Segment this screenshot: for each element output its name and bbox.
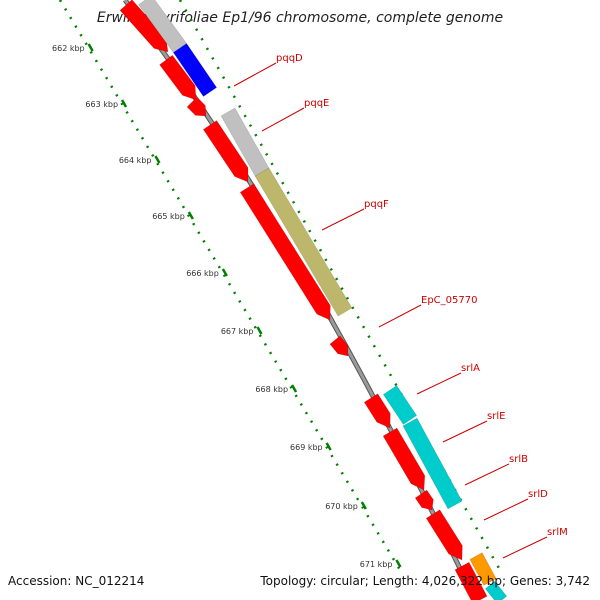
cds-feature[interactable] <box>425 509 463 561</box>
cyan-feature[interactable] <box>382 385 418 425</box>
tick-label: 665 kbp <box>152 212 185 221</box>
gene-label-srlb[interactable]: srlB <box>509 454 528 465</box>
tick-mark <box>154 155 161 164</box>
gene-label-pqqf[interactable]: pqqF <box>364 199 389 210</box>
callout-line <box>233 62 277 87</box>
tick-mark <box>395 559 402 568</box>
feature-track <box>119 0 508 600</box>
callout-line <box>502 536 548 559</box>
cyan-feature[interactable] <box>402 417 463 510</box>
tick-label: 666 kbp <box>186 269 219 278</box>
tick-mark <box>256 326 263 335</box>
cds-feature[interactable] <box>239 183 331 321</box>
callout-line <box>261 107 305 132</box>
gene-label-srle[interactable]: srlE <box>487 411 505 422</box>
cds-feature[interactable] <box>119 0 169 53</box>
callout-line <box>321 208 365 231</box>
gene-label-epc-05770[interactable]: EpC_05770 <box>421 295 477 306</box>
gene-label-pqqd[interactable]: pqqD <box>276 53 303 64</box>
tick-mark <box>290 384 298 393</box>
tick-mark <box>87 43 94 52</box>
kbp-ruler: 662 kbp 663 kbp 664 kbp 665 kbp 666 kbp 667 k… <box>52 0 502 571</box>
gene-label-srla[interactable]: srlA <box>461 363 480 374</box>
tick-label: 670 kbp <box>325 502 358 511</box>
olive-feature[interactable] <box>254 167 353 317</box>
cds-feature[interactable] <box>363 393 391 429</box>
gray-feature[interactable] <box>138 0 187 54</box>
gene-label-srlm[interactable]: srlM <box>547 527 568 538</box>
tick-mark <box>187 211 194 220</box>
cds-feature[interactable] <box>202 120 249 183</box>
tick-label: 669 kbp <box>290 443 323 452</box>
cds-feature[interactable] <box>414 489 434 511</box>
gene-label-pqqe[interactable]: pqqE <box>304 98 329 109</box>
orange-feature[interactable] <box>469 552 497 586</box>
cds-feature[interactable] <box>454 561 488 600</box>
tick-mark <box>360 501 367 510</box>
callout-line <box>378 304 422 328</box>
tick-label: 671 kbp <box>360 560 393 569</box>
callout-line <box>464 463 510 486</box>
callout-line <box>416 372 462 395</box>
gene-callouts: pqqD pqqE pqqF EpC_05770 srlA srlE srlB srlD srl… <box>233 53 568 559</box>
tick-mark <box>120 99 128 108</box>
accession-text: Accession: NC_012214 <box>8 574 145 588</box>
cds-feature[interactable] <box>186 96 207 117</box>
tick-label: 662 kbp <box>52 44 85 53</box>
cyan-feature[interactable] <box>484 580 508 600</box>
cds-feature[interactable] <box>159 54 197 101</box>
ruler-dotted-line <box>58 0 402 571</box>
tick-mark <box>221 268 228 277</box>
callout-line <box>483 498 529 521</box>
tick-label: 664 kbp <box>119 156 152 165</box>
topology-summary: Topology: circular; Length: 4,026,322 bp… <box>260 574 590 588</box>
gene-label-srld[interactable]: srlD <box>528 489 548 500</box>
tick-label: 663 kbp <box>85 100 118 109</box>
blue-feature[interactable] <box>172 43 218 97</box>
tick-mark <box>325 442 332 451</box>
cds-feature[interactable] <box>382 427 426 491</box>
map-title: Erwinia pyrifoliae Ep1/96 chromosome, co… <box>96 10 504 26</box>
cds-feature[interactable] <box>329 335 349 357</box>
callout-line <box>442 420 488 443</box>
tick-label: 667 kbp <box>221 327 254 336</box>
tick-label: 668 kbp <box>255 385 288 394</box>
